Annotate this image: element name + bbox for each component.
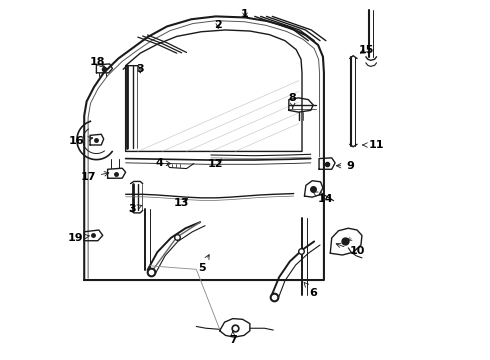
Text: 11: 11 — [363, 140, 384, 150]
Text: 5: 5 — [198, 255, 209, 273]
Text: 12: 12 — [208, 159, 223, 169]
Text: 19: 19 — [68, 233, 89, 243]
Text: 8: 8 — [289, 93, 296, 108]
Text: 9: 9 — [337, 161, 354, 171]
Text: 13: 13 — [174, 198, 189, 208]
Text: 7: 7 — [229, 332, 237, 345]
Text: 16: 16 — [69, 136, 93, 147]
Text: 1: 1 — [241, 9, 249, 19]
Text: 3: 3 — [128, 204, 142, 214]
Text: 2: 2 — [214, 19, 222, 30]
Text: 4: 4 — [156, 158, 171, 168]
Text: 3: 3 — [136, 64, 144, 74]
Text: 18: 18 — [90, 57, 106, 67]
Text: 15: 15 — [359, 45, 374, 55]
Text: 14: 14 — [312, 192, 333, 203]
Text: 6: 6 — [304, 283, 317, 297]
Text: 17: 17 — [80, 172, 109, 182]
Text: 10: 10 — [336, 243, 365, 256]
